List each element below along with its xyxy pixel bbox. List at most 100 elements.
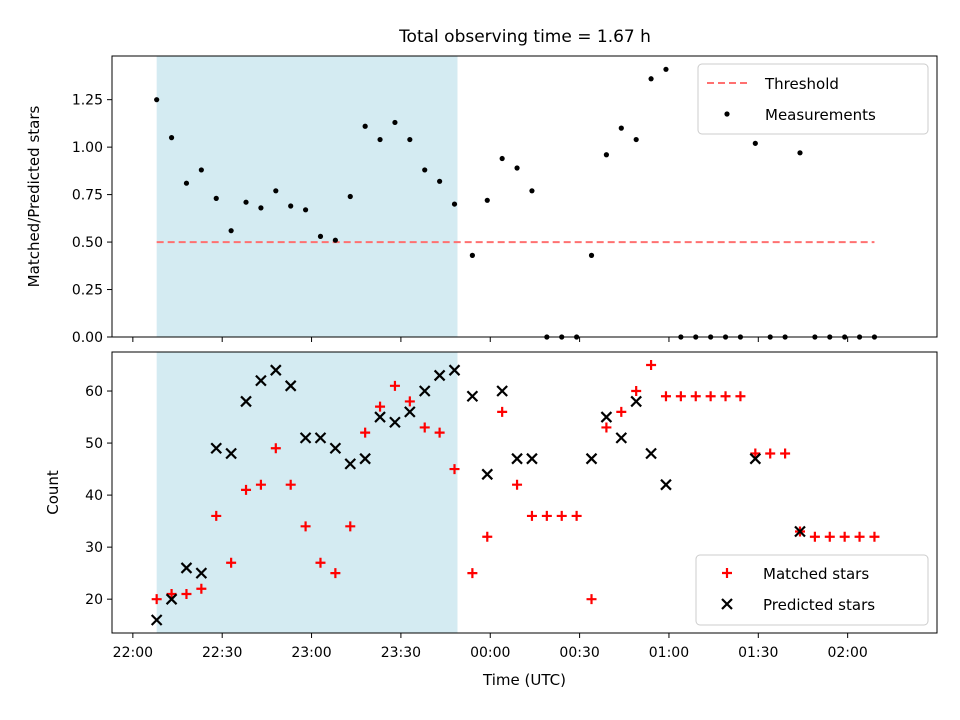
predicted-point: [150, 614, 163, 626]
matched-point: [780, 448, 791, 459]
shaded-span: [156, 56, 458, 337]
matched-point: [482, 531, 493, 542]
matched-point: [270, 443, 281, 454]
matched-point: [404, 396, 415, 407]
measurement-point: [588, 252, 595, 258]
matched-point: [285, 479, 296, 490]
measurement-point: [347, 193, 353, 200]
plot-frame: [111, 351, 938, 634]
top-panel: 0.00 0.25 0.50 0.75 1.00 1.25 Matched/Predicte…: [25, 55, 938, 346]
y-tick-label: 30: [85, 540, 103, 556]
legend-frame: [695, 554, 929, 626]
matched-point: [720, 391, 731, 402]
measurement-point: [603, 152, 610, 158]
predicted-point: [660, 478, 672, 491]
predicted-point: [299, 432, 312, 444]
x-tick-label: 22:00: [113, 645, 153, 661]
measurement-point: [168, 135, 175, 141]
predicted-point: [418, 385, 431, 397]
matched-point: [750, 448, 761, 459]
matched-point: [586, 594, 597, 605]
measurement-point: [422, 167, 428, 173]
predicted-point: [270, 364, 282, 376]
measurement-point: [633, 136, 639, 143]
matched-point: [735, 391, 746, 402]
shaded-span: [156, 352, 458, 633]
matched-point: [646, 360, 657, 371]
legend-matched-label: Matched stars: [763, 565, 869, 583]
predicted-point: [180, 562, 193, 574]
measurement-point: [499, 155, 505, 162]
predicted-point: [314, 432, 327, 444]
matched-point: [151, 594, 162, 605]
measurement-point: [288, 203, 294, 209]
legend-threshold-label: Threshold: [764, 75, 839, 93]
y-tick-label: 0.50: [72, 235, 103, 251]
x-tick-label: 01:00: [649, 645, 689, 661]
measurement-point: [198, 167, 204, 173]
measurement-point: [529, 188, 535, 194]
legend-predicted-swatch: [721, 598, 733, 610]
predicted-point: [240, 395, 252, 408]
measurement-point: [663, 66, 669, 72]
matched-point: [675, 391, 686, 402]
y-tick-label: 20: [85, 592, 103, 608]
matched-point: [854, 531, 865, 542]
measurement-point: [752, 140, 758, 146]
matched-point: [601, 422, 612, 433]
matched-point: [541, 510, 552, 521]
predicted-point: [225, 447, 237, 460]
matched-point: [166, 588, 177, 599]
matched-point: [467, 568, 478, 579]
measurement-point: [362, 123, 368, 129]
matched-point: [360, 427, 371, 438]
matched-point: [839, 531, 850, 542]
x-tick-label: 22:30: [202, 645, 242, 661]
matched-point: [300, 521, 311, 532]
measurement-point: [302, 207, 309, 213]
predicted-point: [329, 442, 342, 455]
y-tick-label: 0.75: [72, 188, 103, 204]
y-axis-label: Matched/Predicted stars: [25, 106, 43, 288]
matched-point: [241, 484, 252, 495]
matched-point: [705, 391, 716, 402]
predicted-point: [794, 525, 806, 538]
matched-point: [660, 391, 671, 402]
matched-point: [315, 557, 326, 568]
measurement-point: [154, 97, 160, 103]
predicted-point: [749, 452, 762, 465]
measurement-point: [437, 178, 443, 184]
measurement-point: [273, 188, 279, 194]
bottom-panel: 20 30 40 50 60 22:00 22:30 23:00 23:30 00:00 00:30…: [44, 351, 938, 689]
measurement-point: [243, 199, 249, 205]
matched-point: [345, 521, 356, 532]
y-tick-label: 0.00: [72, 330, 103, 346]
matched-point: [419, 422, 430, 433]
legend-measure-swatch: [724, 111, 730, 117]
measurement-point: [392, 119, 398, 126]
matched-point: [631, 386, 642, 397]
measurement-point: [332, 237, 338, 243]
predicted-point: [255, 374, 267, 387]
legend-frame: [697, 63, 929, 135]
measurement-point: [213, 195, 219, 201]
x-axis-label: Time (UTC): [482, 671, 566, 689]
measurement-point: [618, 125, 624, 131]
matched-point: [226, 557, 237, 568]
measurement-point: [377, 136, 383, 143]
legend-predicted-label: Predicted stars: [763, 596, 875, 614]
measurement-point: [258, 205, 264, 211]
matched-point: [765, 448, 776, 459]
predicted-point: [526, 452, 538, 465]
y-tick-label: 50: [85, 436, 103, 452]
matched-point: [375, 401, 386, 412]
x-tick-label: 01:30: [738, 645, 778, 661]
matched-point: [526, 510, 537, 521]
y-tick-label: 1.00: [72, 140, 103, 156]
matched-point: [497, 406, 508, 417]
predicted-point: [210, 442, 223, 455]
legend-measure-label: Measurements: [765, 106, 876, 124]
predicted-point: [630, 395, 642, 408]
matched-point: [449, 464, 460, 475]
